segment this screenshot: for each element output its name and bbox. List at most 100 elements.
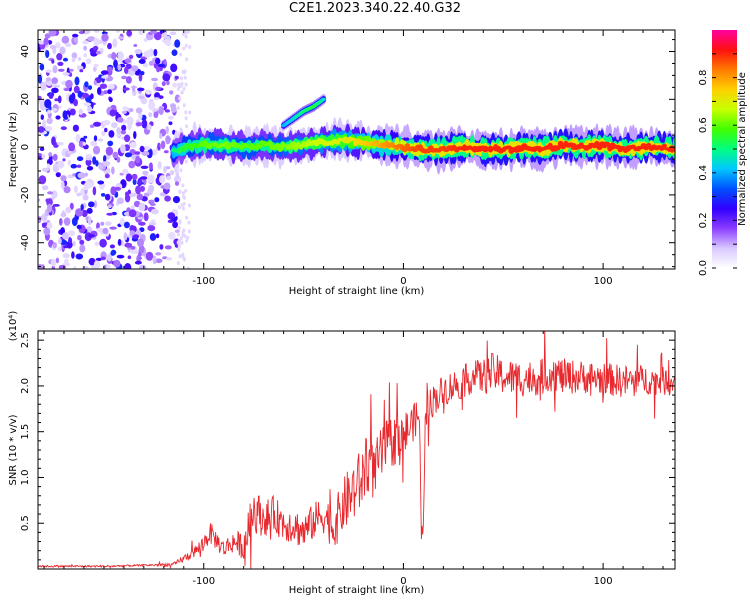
noise-blob (83, 53, 87, 58)
snr-series-line (38, 331, 675, 569)
noise-blob (165, 135, 171, 145)
noise-blob (176, 232, 180, 237)
noise-blob (183, 234, 187, 238)
noise-blob (66, 151, 74, 155)
noise-blob (63, 87, 70, 92)
noise-blob (182, 201, 186, 206)
noise-blob (148, 222, 157, 226)
noise-blob (106, 264, 111, 269)
noise-blob (45, 50, 50, 58)
noise-blob (57, 160, 65, 169)
noise-blob (83, 184, 88, 191)
noise-blob (76, 192, 82, 197)
noise-blob (178, 220, 182, 225)
noise-blob (184, 110, 188, 115)
noise-blob (146, 124, 152, 131)
noise-blob (129, 230, 136, 236)
noise-blob (113, 59, 118, 69)
noise-blob (61, 35, 70, 44)
noise-blob (169, 90, 174, 95)
noise-blob (60, 227, 65, 235)
noise-blob (157, 161, 162, 170)
noise-blob (148, 199, 155, 205)
noise-blob (38, 126, 45, 133)
noise-blob (145, 89, 152, 95)
noise-blob (137, 87, 145, 92)
noise-blob (139, 145, 145, 153)
noise-blob (90, 140, 98, 147)
noise-blob (186, 266, 190, 269)
noise-blob (89, 124, 95, 128)
noise-blob (182, 86, 186, 91)
noise-blob (93, 66, 97, 72)
noise-blob (116, 156, 121, 163)
noise-blob (45, 69, 53, 73)
noise-blob (137, 238, 144, 247)
noise-blob (59, 46, 66, 55)
noise-blob (161, 81, 166, 87)
noise-blob (138, 221, 146, 226)
noise-blob (99, 83, 108, 89)
noise-blob (176, 106, 180, 110)
noise-blob (148, 112, 153, 118)
noise-blob (79, 244, 86, 253)
x-tick-label: 100 (594, 276, 613, 287)
noise-blob (103, 90, 108, 95)
noise-blob (51, 136, 56, 146)
noise-blob (72, 33, 79, 38)
noise-blob (85, 154, 92, 158)
noise-blob (47, 109, 52, 114)
noise-blob (62, 57, 69, 62)
noise-blob (138, 59, 146, 64)
noise-blob (88, 234, 95, 238)
ridge-series (170, 117, 675, 175)
noise-blob (122, 106, 128, 111)
noise-blob (118, 36, 124, 40)
noise-blob (124, 263, 132, 269)
noise-blob (107, 140, 114, 147)
noise-blob (77, 234, 82, 241)
noise-blob (47, 191, 54, 195)
noise-blob (59, 218, 63, 226)
noise-blob (112, 151, 119, 159)
noise-blob (170, 106, 177, 113)
noise-blob (177, 82, 181, 87)
noise-blob (140, 165, 149, 169)
noise-blob (98, 39, 103, 45)
y-tick-label: 1.5 (20, 424, 31, 440)
noise-blob (44, 99, 52, 109)
noise-blob (170, 63, 178, 73)
noise-blob (143, 38, 148, 42)
noise-blob (171, 49, 178, 56)
noise-blob (62, 72, 70, 76)
noise-blob (176, 87, 180, 91)
noise-blob (156, 110, 164, 114)
noise-blob (62, 110, 68, 120)
x-tick-label: 100 (594, 576, 613, 587)
noise-blob (38, 175, 47, 185)
noise-blob (122, 87, 130, 91)
branch-series (281, 94, 327, 131)
noise-blob (164, 245, 172, 250)
noise-blob (113, 186, 122, 191)
noise-blob (86, 166, 94, 171)
noise-blob (81, 209, 88, 218)
noise-blob (104, 127, 108, 133)
noise-blob (184, 43, 188, 48)
ridge-cell (585, 144, 593, 150)
noise-blob (159, 244, 164, 250)
noise-blob (88, 201, 95, 208)
noise-blob (69, 68, 74, 72)
noise-blob (100, 221, 105, 226)
noise-blob (105, 146, 114, 156)
noise-blob (153, 31, 162, 41)
noise-blob (180, 90, 184, 95)
noise-blob (76, 156, 84, 162)
noise-blob (174, 181, 180, 186)
noise-blob (82, 141, 87, 146)
noise-blob (70, 163, 78, 169)
noise-blob (172, 82, 178, 88)
noise-blob (68, 94, 75, 104)
noise-blob (39, 81, 47, 91)
noise-blob (98, 164, 104, 170)
